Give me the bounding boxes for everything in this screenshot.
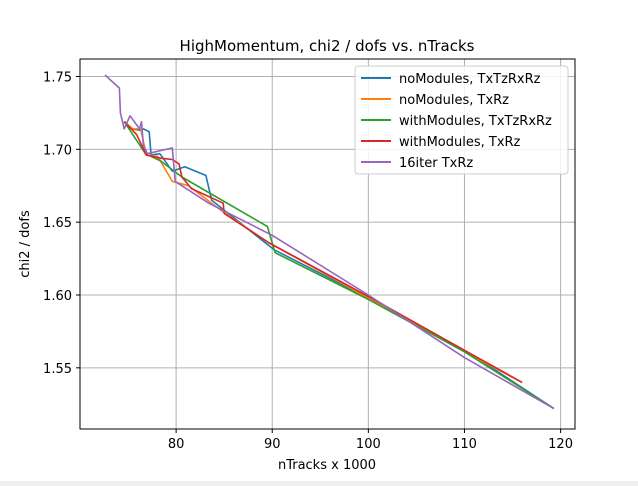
legend-box [354,65,569,175]
bottom-strip [0,481,638,486]
legend-label: 16iter TxRz [399,156,473,171]
legend: noModules, TxTzRxRz noModules, TxRz withMo… [354,65,569,175]
chart-title: HighMomentum, chi2 / dofs vs. nTracks [180,37,475,55]
x-tick-label: 80 [168,437,185,452]
legend-label: withModules, TxRz [399,135,521,150]
x-axis-label: nTracks x 1000 [278,458,376,473]
series-lines [104,74,555,410]
y-tick-label: 1.70 [43,143,72,158]
plot-frame [79,58,576,430]
legend-label: withModules, TxTzRxRz [399,114,552,129]
legend-label: noModules, TxTzRxRz [399,72,541,87]
series-line [123,121,523,384]
y-tick-label: 1.60 [43,289,72,304]
y-tick-label: 1.65 [43,216,72,231]
series-line [104,74,555,410]
y-tick-label: 1.55 [43,362,72,377]
x-tick-label: 100 [356,437,381,452]
x-tick-label: 90 [264,437,281,452]
legend-label: noModules, TxRz [399,93,509,108]
x-tick-label: 120 [548,437,573,452]
x-tick-label: 110 [452,437,477,452]
axis-ticks: 80 90 100 110 120 1.55 1.60 1.65 1.70 1.75 [43,70,573,452]
y-tick-label: 1.75 [43,70,72,85]
y-axis-label: chi2 / dofs [18,210,33,278]
